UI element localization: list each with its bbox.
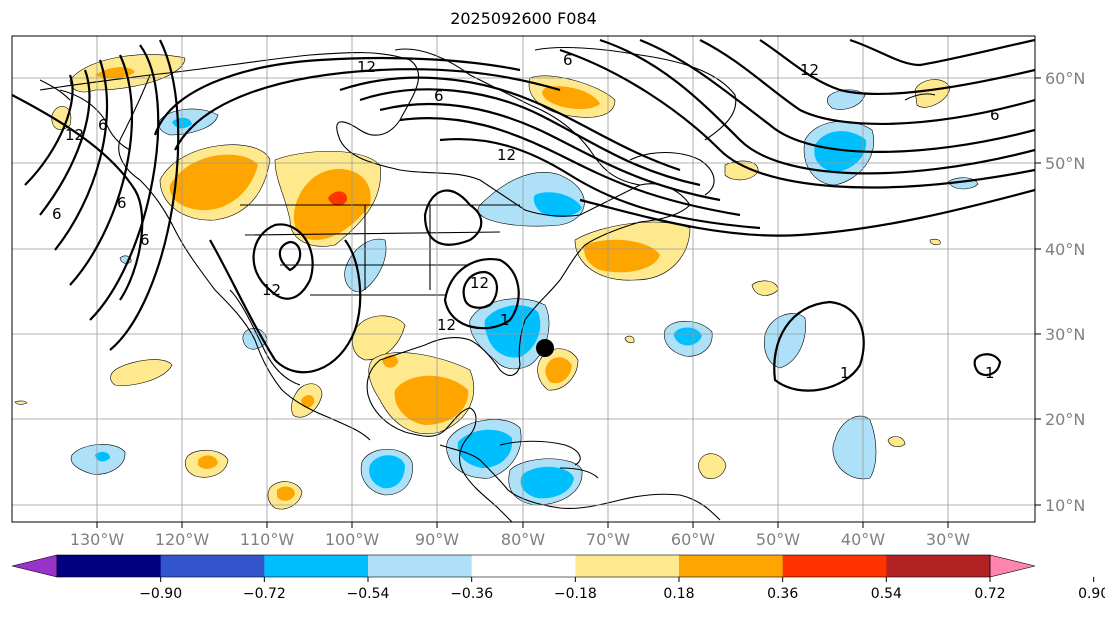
colorbar-tick-label: −0.72	[243, 586, 286, 602]
lat-label: 50°N	[1045, 154, 1085, 173]
graticule	[12, 36, 1035, 522]
latitude-axis: 60°N 50°N 40°N 30°N 20°N 10°N	[1035, 69, 1085, 515]
lat-label: 40°N	[1045, 240, 1085, 259]
contour-label-group: 12 12 6 6 6 6 6 6 12 12 12 12 1 1 1 12 6	[52, 51, 1000, 382]
colorbar-tick-label: 0.54	[871, 586, 902, 602]
lon-label: 60°W	[671, 530, 715, 549]
lat-label: 10°N	[1045, 496, 1085, 515]
lon-label: 110°W	[240, 530, 295, 549]
contour-label: 12	[357, 58, 376, 76]
storm-center-marker	[536, 339, 554, 357]
colorbar-tick-label: 0.36	[767, 586, 798, 602]
contour-label: 6	[563, 51, 573, 69]
contour-label: 12	[800, 61, 819, 79]
lon-label: 120°W	[155, 530, 210, 549]
colorbar-extend-low	[11, 554, 58, 578]
colorbar-segment	[368, 555, 473, 577]
colorbar-segment	[471, 555, 576, 577]
contour-label: 12	[65, 126, 84, 144]
colorbar-segment	[886, 555, 991, 577]
lon-label: 80°W	[501, 530, 545, 549]
colorbar-tick-label: 0.18	[663, 586, 694, 602]
contour-label: 6	[434, 87, 444, 105]
colorbar-segment	[679, 555, 784, 577]
contour-label: 6	[117, 194, 127, 212]
contour-label: 6	[52, 205, 62, 223]
colorbar-segment	[57, 555, 162, 577]
colorbar-tick-label: 0.90	[1078, 586, 1105, 602]
map-panel	[12, 36, 1035, 522]
colorbar-segment	[160, 555, 265, 577]
colorbar-tick-label: −0.36	[450, 586, 493, 602]
lon-label: 40°W	[841, 530, 885, 549]
negative-anomaly-shading	[70, 89, 979, 506]
contour-label: 12	[470, 274, 489, 292]
colorbar-tick-label: −0.90	[139, 586, 182, 602]
colorbar-segment	[782, 555, 887, 577]
contour-label: 1	[985, 364, 995, 382]
colorbar-tick-label: 0.72	[974, 586, 1005, 602]
colorbar-tick-label: −0.18	[554, 586, 597, 602]
contour-label: 6	[140, 231, 150, 249]
contour-label: 1	[840, 364, 850, 382]
contour-label: 12	[497, 146, 516, 164]
lon-label: 70°W	[586, 530, 630, 549]
map-title: 2025092600 F084	[450, 9, 597, 28]
colorbar-segment	[264, 555, 369, 577]
lon-label: 130°W	[70, 530, 125, 549]
lat-label: 60°N	[1045, 69, 1085, 88]
contour-label: 12	[262, 281, 281, 299]
colorbar-segment	[575, 555, 680, 577]
lon-label: 90°W	[415, 530, 459, 549]
black-contours	[12, 38, 1035, 392]
contour-label: 1	[500, 311, 510, 329]
contour-label: 12	[437, 316, 456, 334]
colorbar-extend-high	[989, 554, 1036, 578]
longitude-axis: 130°W 120°W 110°W 100°W 90°W 80°W 70°W 6…	[70, 522, 970, 549]
colorbar-tick-label: −0.54	[347, 586, 390, 602]
colorbar-frame	[56, 554, 991, 578]
contour-label: 6	[990, 106, 1000, 124]
lon-label: 50°W	[756, 530, 800, 549]
contour-label: 6	[98, 116, 108, 134]
lat-label: 20°N	[1045, 410, 1085, 429]
colorbar: −0.90 −0.72 −0.54 −0.36 −0.18 0.18 0.36 0.54 0.7…	[11, 554, 1105, 602]
lon-label: 100°W	[325, 530, 380, 549]
lon-label: 30°W	[926, 530, 970, 549]
lat-label: 30°N	[1045, 325, 1085, 344]
